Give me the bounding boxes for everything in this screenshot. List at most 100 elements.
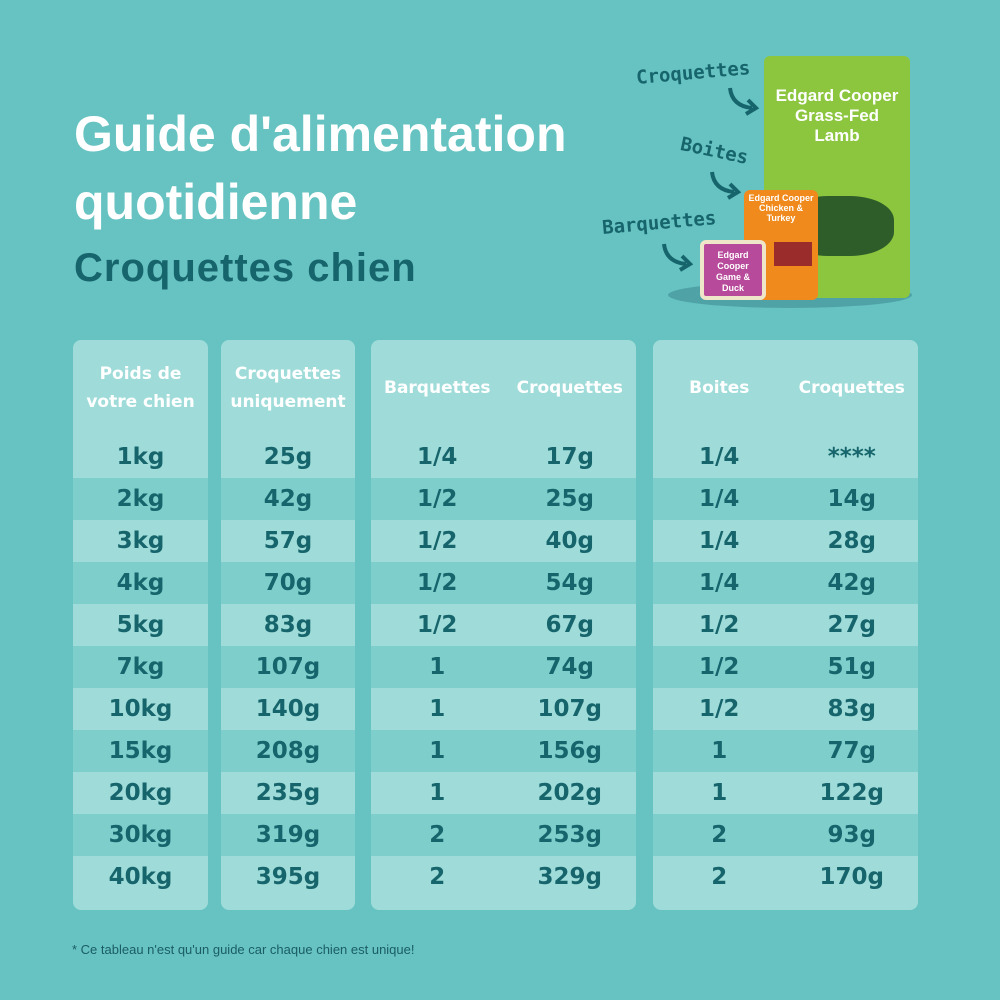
table-row: 57g	[221, 520, 355, 562]
table-cell: 93g	[827, 822, 876, 848]
table-row: 1 77g	[653, 730, 918, 772]
table-row: 2kg	[73, 478, 208, 520]
table-row: 2 93g	[653, 814, 918, 856]
table-cell: 51g	[827, 654, 876, 680]
table-cell: 67g	[545, 612, 594, 638]
kibble-bag-text: Edgard Cooper Grass-Fed Lamb	[775, 86, 899, 145]
table-cell: 319g	[255, 822, 321, 848]
table-cell: 1	[429, 738, 446, 764]
table-row: 1/4 14g	[653, 478, 918, 520]
weight-header: Poids de votre chien	[86, 364, 195, 412]
table-row: 30kg	[73, 814, 208, 856]
table-cell: 27g	[827, 612, 876, 638]
table-cell: 40g	[545, 528, 594, 554]
table-cell: 57g	[263, 528, 313, 554]
table-row: 7kg	[73, 646, 208, 688]
label-croquettes: Croquettes	[635, 57, 752, 89]
table-cell: 2	[711, 864, 728, 890]
table-row: 208g	[221, 730, 355, 772]
table-cell: 1	[429, 780, 446, 806]
table-cell: 1/4	[699, 570, 740, 596]
table-cell: 25g	[545, 486, 594, 512]
table-row: 40kg	[73, 856, 208, 898]
table-row: 1/2 27g	[653, 604, 918, 646]
table-row: 1 122g	[653, 772, 918, 814]
table-cell: 253g	[537, 822, 602, 848]
table-row: 1/2 83g	[653, 688, 918, 730]
label-boites: Boites	[678, 133, 751, 169]
table-cell: 77g	[827, 738, 876, 764]
table-cell: 3kg	[116, 528, 165, 554]
tray-image: Edgard Cooper Game & Duck	[700, 240, 766, 300]
table-row: 107g	[221, 646, 355, 688]
cans-header: Boites Croquettes	[689, 378, 905, 398]
table-row: 140g	[221, 688, 355, 730]
table-cell: 30kg	[108, 822, 173, 848]
weight-table: Poids de votre chien 1kg 2kg 3kg 4kg 5kg 7kg 1…	[73, 340, 208, 910]
table-row: 70g	[221, 562, 355, 604]
table-cell: 15kg	[108, 738, 173, 764]
table-cell: 40kg	[108, 864, 173, 890]
arrow-icon	[662, 243, 694, 272]
table-cell: 395g	[255, 864, 321, 890]
table-row: 5kg	[73, 604, 208, 646]
table-row: 235g	[221, 772, 355, 814]
table-cell: 5kg	[116, 612, 165, 638]
table-cell: 83g	[827, 696, 876, 722]
table-cell: 2kg	[116, 486, 165, 512]
cans-table: Boites Croquettes 1/4 **** 1/4 14g 1/4 28g 1/4 4…	[653, 340, 918, 910]
table-cell: 10kg	[108, 696, 173, 722]
table-row: 20kg	[73, 772, 208, 814]
table-cell: 2	[429, 822, 446, 848]
arrow-icon	[710, 171, 742, 200]
table-cell: 122g	[819, 780, 884, 806]
arrow-icon	[728, 87, 760, 116]
table-row: 2 253g	[371, 814, 636, 856]
table-cell: 329g	[537, 864, 602, 890]
table-cell: 1kg	[116, 444, 165, 470]
table-row: 1 156g	[371, 730, 636, 772]
table-cell: 42g	[827, 570, 876, 596]
table-row: 4kg	[73, 562, 208, 604]
table-row: 1/4 ****	[653, 436, 918, 478]
table-cell: 1/2	[699, 654, 740, 680]
table-row: 2 329g	[371, 856, 636, 898]
table-cell: 83g	[263, 612, 313, 638]
table-cell: 170g	[819, 864, 884, 890]
table-cell: 20kg	[108, 780, 173, 806]
table-row: 1 202g	[371, 772, 636, 814]
table-row: 3kg	[73, 520, 208, 562]
table-cell: 7kg	[116, 654, 165, 680]
table-row: 1/4 17g	[371, 436, 636, 478]
table-row: 1/2 40g	[371, 520, 636, 562]
table-cell: 74g	[545, 654, 594, 680]
table-cell: 2	[711, 822, 728, 848]
table-cell: 107g	[537, 696, 602, 722]
table-cell: 1/4	[699, 528, 740, 554]
table-cell: 1	[429, 696, 446, 722]
table-cell: 1/4	[699, 486, 740, 512]
tray-text: Edgard Cooper Game & Duck	[715, 250, 750, 293]
table-cell: 14g	[827, 486, 876, 512]
table-row: 319g	[221, 814, 355, 856]
table-row: 1/4 42g	[653, 562, 918, 604]
table-row: 83g	[221, 604, 355, 646]
table-cell: 17g	[545, 444, 594, 470]
table-cell: 1/2	[699, 612, 740, 638]
trays-header: Barquettes Croquettes	[383, 378, 623, 398]
table-cell: 70g	[263, 570, 313, 596]
table-row: 1kg	[73, 436, 208, 478]
trays-table: Barquettes Croquettes 1/4 17g 1/2 25g 1/2 40g 1…	[371, 340, 636, 910]
table-cell: 25g	[263, 444, 313, 470]
table-row: 1/2 54g	[371, 562, 636, 604]
table-cell: 1/2	[417, 528, 458, 554]
table-row: 15kg	[73, 730, 208, 772]
table-cell: 140g	[255, 696, 321, 722]
table-row: 1/2 51g	[653, 646, 918, 688]
table-cell: 1/4	[417, 444, 458, 470]
page-subtitle: Croquettes chien	[74, 246, 417, 290]
can-graphic	[774, 242, 812, 266]
table-cell: 42g	[263, 486, 313, 512]
table-cell: 202g	[537, 780, 602, 806]
table-cell: 107g	[255, 654, 321, 680]
